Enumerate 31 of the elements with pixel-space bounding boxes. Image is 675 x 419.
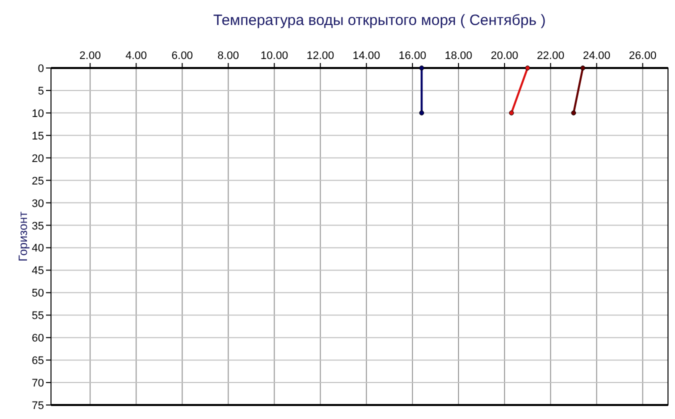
- y-axis-title: Горизонт: [16, 211, 30, 262]
- y-tick-label: 65: [32, 355, 44, 368]
- y-tick-label: 20: [32, 152, 44, 165]
- y-tick-label: 35: [32, 220, 44, 232]
- y-tick-label: 40: [32, 242, 44, 255]
- y-tick-label: 60: [32, 332, 44, 345]
- y-tick-label: 10: [32, 108, 44, 120]
- y-tick-label: 25: [32, 175, 44, 188]
- y-tick-label: 5: [38, 85, 44, 98]
- x-tick-label: 24.00: [582, 50, 610, 62]
- chart-title: Температура воды открытого моря ( Сентябрь ): [213, 12, 546, 29]
- y-tick-label: 75: [32, 400, 44, 412]
- y-tick-label: 50: [32, 288, 44, 300]
- y-tick-label: 45: [32, 265, 44, 278]
- x-tick-label: 20.00: [490, 50, 518, 62]
- x-tick-label: 18.00: [444, 50, 472, 62]
- x-tick-label: 16.00: [398, 50, 426, 62]
- x-tick-label: 14.00: [352, 50, 380, 62]
- y-tick-label: 70: [32, 378, 44, 390]
- x-tick-label: 10.00: [260, 50, 288, 62]
- x-tick-label: 4.00: [125, 50, 147, 62]
- x-tick-label: 26.00: [628, 50, 656, 62]
- x-tick-label: 6.00: [172, 50, 193, 62]
- y-tick-label: 55: [32, 310, 44, 322]
- y-tick-label: 15: [32, 130, 44, 142]
- y-tick-label: 30: [32, 198, 44, 210]
- x-tick-label: 12.00: [306, 50, 334, 62]
- x-tick-label: 2.00: [79, 50, 101, 62]
- x-tick-label: 22.00: [536, 50, 564, 62]
- y-tick-label: 0: [38, 63, 44, 75]
- x-tick-label: 8.00: [218, 50, 239, 62]
